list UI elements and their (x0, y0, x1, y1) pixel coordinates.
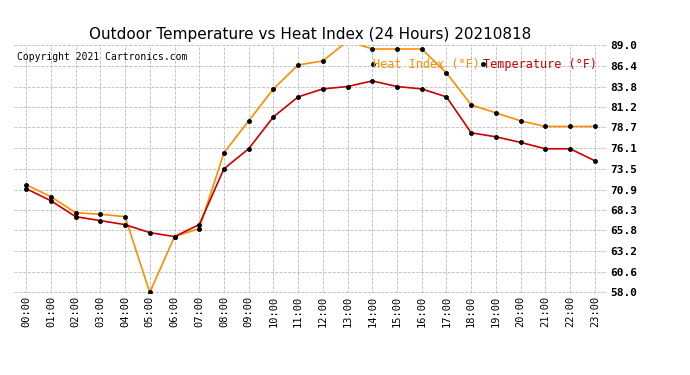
Heat Index (°F) (22, 183, 30, 187)
Temperature (°F) (195, 222, 204, 227)
Temperature (°F) (294, 94, 302, 99)
Heat Index (°F) (319, 59, 327, 63)
Heat Index (°F) (417, 47, 426, 51)
Temperature (°F) (220, 166, 228, 171)
Heat Index (°F) (467, 103, 475, 107)
Temperature (°F) (393, 84, 401, 89)
Heat Index (°F) (541, 124, 549, 129)
Heat Index (°F) (47, 195, 55, 199)
Temperature (°F) (541, 147, 549, 151)
Temperature (°F) (467, 130, 475, 135)
Heat Index (°F) (344, 39, 352, 43)
Line: Heat Index (°F): Heat Index (°F) (24, 39, 597, 295)
Heat Index (°F) (517, 118, 525, 123)
Heat Index (°F) (121, 214, 129, 219)
Temperature (°F) (368, 79, 377, 83)
Heat Index (°F) (393, 47, 401, 51)
Heat Index (°F) (269, 87, 277, 91)
Heat Index (°F) (195, 226, 204, 231)
Heat Index (°F) (591, 124, 599, 129)
Heat Index (°F) (442, 71, 451, 75)
Temperature (°F) (47, 198, 55, 203)
Temperature (°F) (121, 222, 129, 227)
Temperature (°F) (22, 186, 30, 191)
Temperature (°F) (244, 147, 253, 151)
Temperature (°F) (146, 230, 154, 235)
Heat Index (°F) (170, 234, 179, 239)
Temperature (°F) (72, 214, 80, 219)
Temperature (°F) (566, 147, 574, 151)
Temperature (°F) (319, 87, 327, 91)
Temperature (°F) (442, 94, 451, 99)
Heat Index (°F) (566, 124, 574, 129)
Temperature (°F) (170, 234, 179, 239)
Temperature (°F) (96, 218, 104, 223)
Temperature (°F) (517, 140, 525, 145)
Heat Index (°F) (146, 290, 154, 295)
Temperature (°F) (344, 84, 352, 89)
Heat Index (°F) (294, 63, 302, 67)
Line: Temperature (°F): Temperature (°F) (24, 79, 597, 239)
Text: Copyright 2021 Cartronics.com: Copyright 2021 Cartronics.com (17, 53, 187, 62)
Title: Outdoor Temperature vs Heat Index (24 Hours) 20210818: Outdoor Temperature vs Heat Index (24 Ho… (90, 27, 531, 42)
Temperature (°F) (492, 135, 500, 139)
Temperature (°F) (417, 87, 426, 91)
Temperature (°F) (591, 159, 599, 163)
Heat Index (°F) (72, 210, 80, 215)
Heat Index (°F) (244, 118, 253, 123)
Heat Index (°F) (96, 212, 104, 216)
Legend: Heat Index (°F), Temperature (°F): Heat Index (°F), Temperature (°F) (368, 53, 601, 76)
Temperature (°F) (269, 115, 277, 119)
Heat Index (°F) (492, 111, 500, 115)
Heat Index (°F) (220, 150, 228, 155)
Heat Index (°F) (368, 47, 377, 51)
